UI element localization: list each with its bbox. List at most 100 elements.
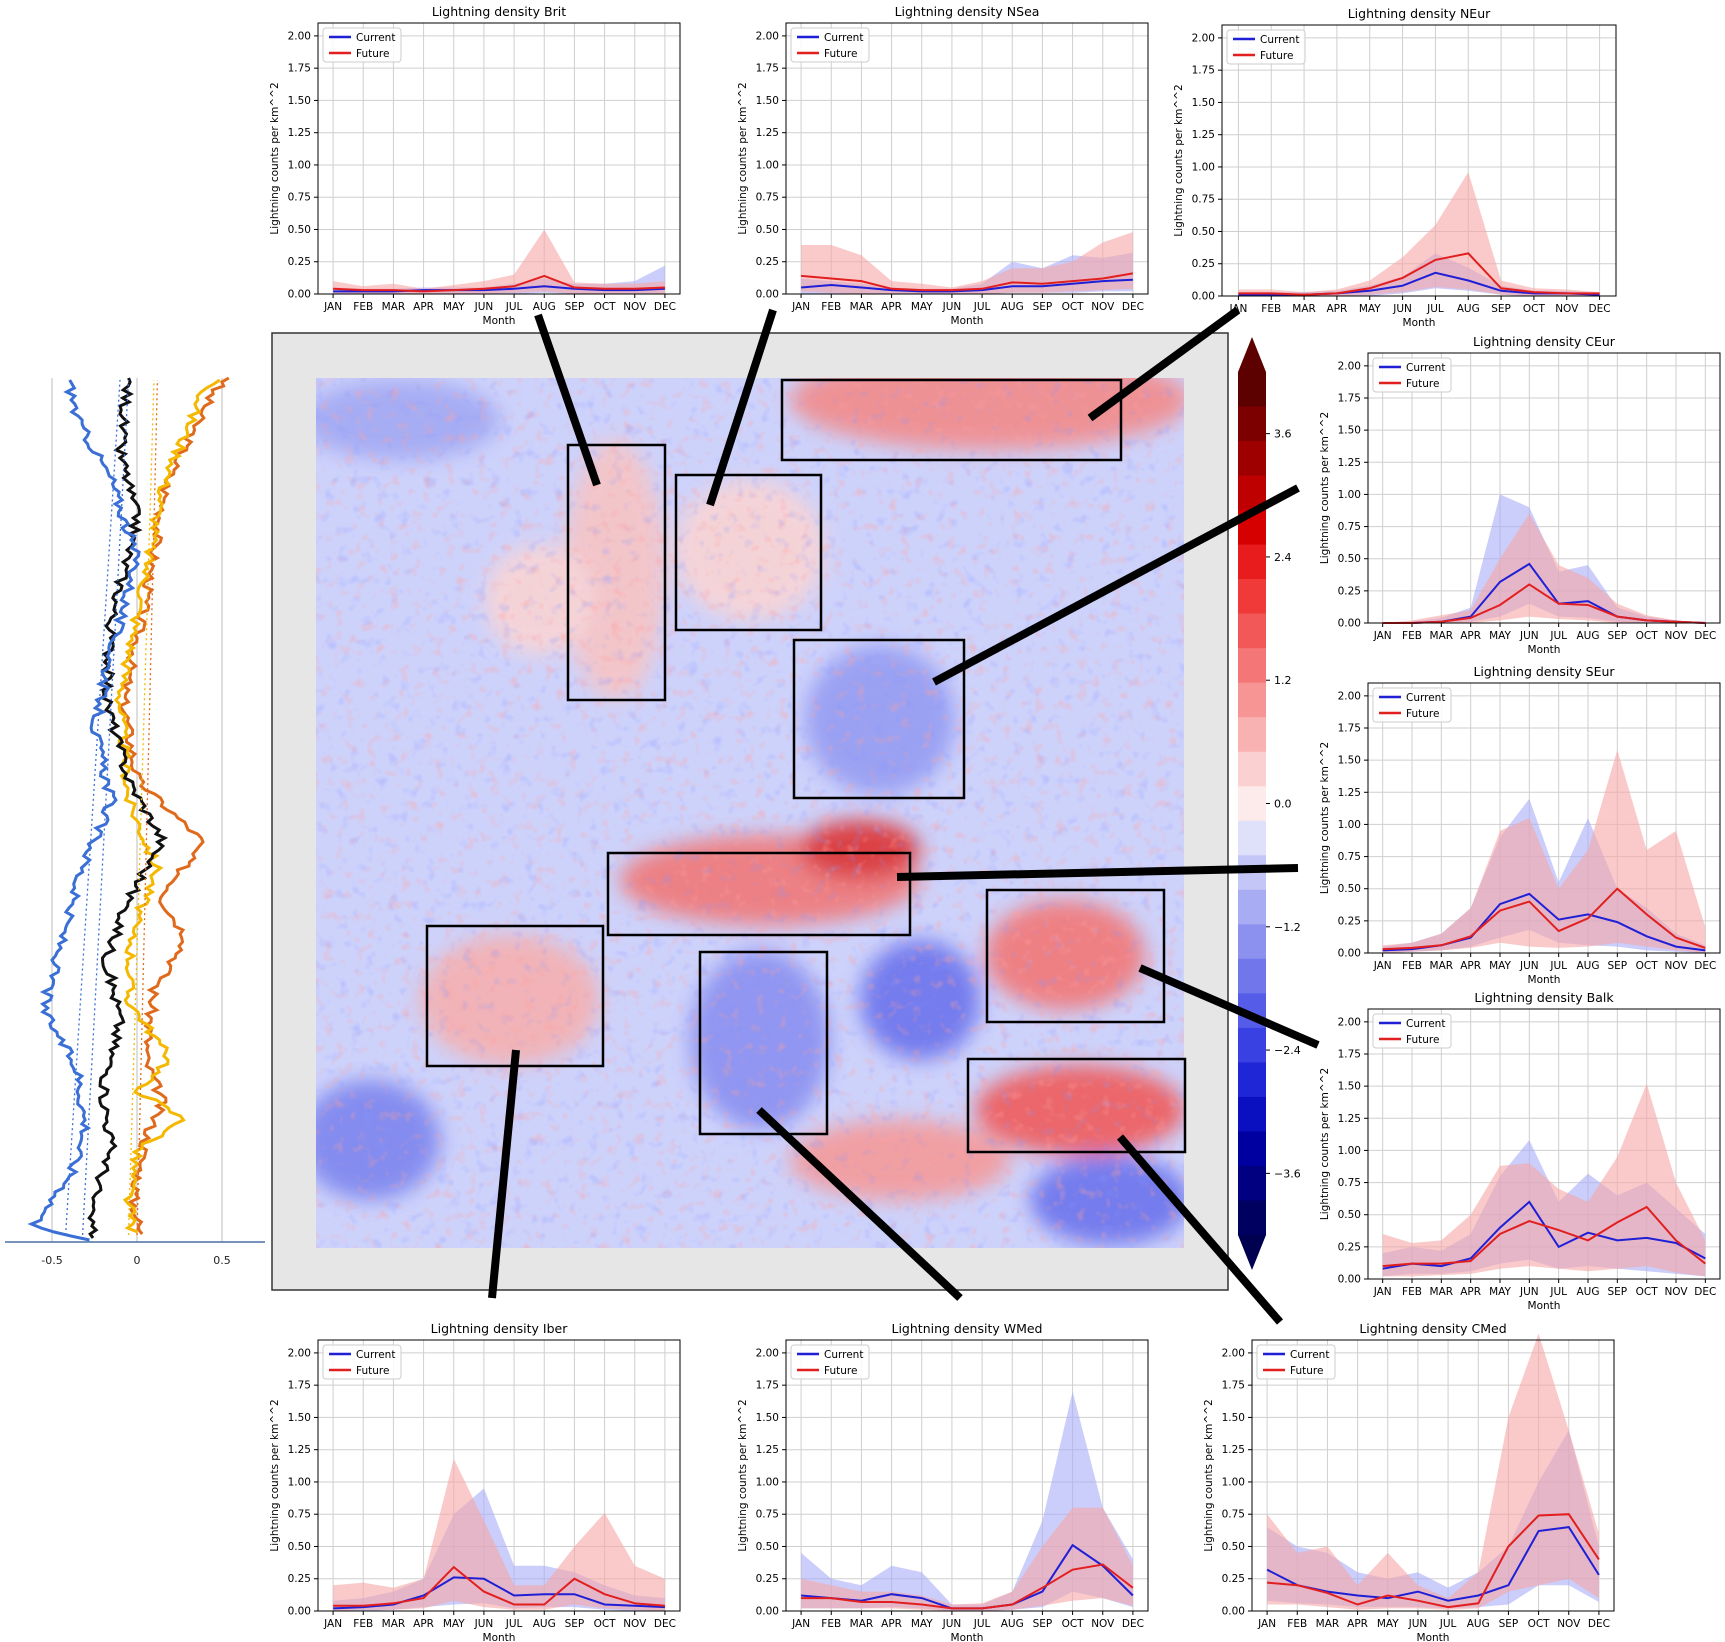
profile-curve (87, 377, 169, 1239)
x-axis-label: Month (1528, 1300, 1561, 1312)
x-tick-label: JUL (505, 1618, 523, 1630)
y-tick-label: 0.25 (288, 256, 311, 268)
leader-line-iber (488, 1049, 520, 1299)
y-tick-label: 0.50 (288, 224, 311, 236)
legend: Current Future (322, 27, 402, 63)
legend-label-future: Future (356, 48, 389, 60)
x-tick-label: JAN (1373, 630, 1392, 642)
y-tick-label: 1.50 (756, 1412, 779, 1424)
region-box-neur (780, 378, 1123, 462)
series-line-future (801, 272, 1134, 292)
x-tick-label: AUG (1576, 1286, 1599, 1298)
x-tick-label: APR (881, 1618, 902, 1630)
chart-title: Lightning density Brit (432, 4, 566, 19)
y-tick-label: 0.75 (756, 1509, 779, 1521)
y-tick-label: 1.75 (1338, 1049, 1361, 1061)
y-tick-label: 1.00 (288, 1476, 311, 1488)
band-future (1238, 172, 1600, 296)
y-tick-label: 0.00 (1222, 1606, 1245, 1618)
x-tick-label: MAY (911, 1618, 933, 1630)
x-tick-label: MAR (1292, 303, 1316, 315)
x-tick-label: MAY (911, 301, 933, 313)
x-tick-label: MAY (1377, 1618, 1399, 1630)
region-box-wmed (698, 950, 829, 1136)
y-tick-label: 1.25 (1338, 787, 1361, 799)
y-axis-label: Lightning counts per km^^2 (269, 82, 281, 234)
x-tick-label: APR (1327, 303, 1348, 315)
x-tick-label: APR (413, 301, 434, 313)
y-tick-label: 0.50 (756, 224, 779, 236)
x-tick-label: SEP (1608, 960, 1628, 972)
y-axis-label: Lightning counts per km^^2 (737, 1399, 749, 1551)
legend-label-current: Current (824, 1349, 863, 1361)
x-tick-label: MAR (382, 301, 406, 313)
x-tick-label: SEP (1499, 1618, 1519, 1630)
leader-line-brit (534, 313, 601, 487)
x-tick-label: SEP (565, 1618, 585, 1630)
seasonal-charts: 0.00 0.25 0.50 0.75 1.00 1.25 1.50 1.75 2.00 JAN F… (269, 4, 1721, 1642)
y-tick-label: 1.25 (288, 127, 311, 139)
y-tick-label: 0.00 (1192, 291, 1215, 303)
y-tick-label: 1.50 (288, 1412, 311, 1424)
band-future (333, 229, 665, 294)
y-tick-label: 1.75 (1338, 393, 1361, 405)
x-tick-label: AUG (1001, 301, 1024, 313)
legend: Current Future (790, 1344, 870, 1380)
y-tick-label: 1.25 (756, 127, 779, 139)
band-future (801, 1507, 1133, 1611)
colorbar-tick-label: 0.0 (1274, 798, 1292, 811)
y-tick-label: 0.75 (1222, 1509, 1245, 1521)
legend-label-current: Current (1406, 362, 1445, 374)
difference-map: 3.6 2.4 1.2 0.0 −1.2 −2.4 −3.6 (271, 332, 1301, 1291)
y-axis-label: Lightning counts per km^^2 (1319, 742, 1331, 894)
profile-curve (117, 376, 230, 1235)
x-tick-label: JAN (791, 1618, 810, 1630)
region-box-nsea (674, 473, 823, 632)
legend: Current Future (1372, 687, 1452, 723)
legend: Current Future (790, 27, 870, 63)
x-tick-label: APR (1460, 1286, 1481, 1298)
y-tick-label: 2.00 (288, 30, 311, 42)
x-tick-label: MAY (1489, 1286, 1511, 1298)
legend-label-future: Future (1406, 378, 1439, 390)
plot-frame (785, 1339, 1149, 1612)
x-tick-label: NOV (1091, 301, 1115, 313)
y-tick-label: 0.75 (1338, 1177, 1361, 1189)
x-tick-label: JUL (505, 301, 523, 313)
x-tick-label: AUG (1576, 960, 1599, 972)
y-tick-label: 1.00 (1338, 489, 1361, 501)
y-tick-label: 1.00 (1338, 819, 1361, 831)
legend-label-future: Future (1406, 1034, 1439, 1046)
colorbar-segment (1238, 1166, 1266, 1202)
y-tick-label: 1.25 (288, 1444, 311, 1456)
x-tick-label: AUG (1467, 1618, 1490, 1630)
x-tick-label: JUN (474, 1618, 494, 1630)
x-tick-label: JAN (791, 301, 810, 313)
y-tick-label: 1.50 (756, 95, 779, 107)
leader-line-wmed (756, 1107, 963, 1301)
y-tick-label: 0.50 (1222, 1541, 1245, 1553)
legend: Current Future (1372, 1013, 1452, 1049)
chart-cmed: 0.00 0.25 0.50 0.75 1.00 1.25 1.50 1.75 2.00 JAN F… (1203, 1321, 1615, 1642)
x-tick-label: APR (1347, 1618, 1368, 1630)
x-tick-label: APR (1460, 630, 1481, 642)
plot-frame (317, 22, 681, 295)
y-tick-label: 1.50 (1338, 1081, 1361, 1093)
x-tick-label: DEC (1694, 630, 1716, 642)
plot-frame (1367, 682, 1721, 954)
x-tick-label: NOV (1555, 303, 1579, 315)
y-tick-label: 1.00 (756, 1476, 779, 1488)
leader-line-seur (896, 864, 1299, 881)
colorbar-tick-label: −3.6 (1274, 1167, 1301, 1180)
legend: Current Future (322, 1344, 402, 1380)
x-tick-label: FEB (353, 1618, 373, 1630)
y-tick-label: 2.00 (1338, 1016, 1361, 1028)
series-line-future (1382, 1205, 1706, 1268)
y-tick-label: 1.75 (288, 63, 311, 75)
y-tick-label: 2.00 (756, 30, 779, 42)
profile-tick-label: -0.5 (41, 1254, 62, 1267)
y-tick-label: 2.00 (1192, 32, 1215, 44)
x-tick-label: OCT (1062, 301, 1085, 313)
y-tick-label: 0.25 (1192, 258, 1215, 270)
colorbar-segment (1238, 1027, 1266, 1063)
